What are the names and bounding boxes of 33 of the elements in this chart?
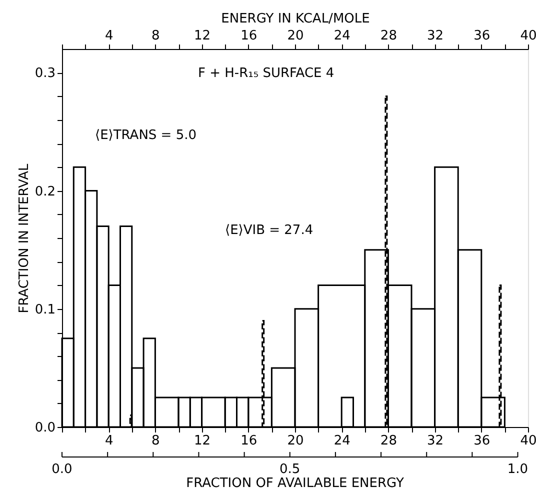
- x-tick-label: 36: [474, 434, 490, 448]
- text: F + H-R₁₅ SURFACE 4: [198, 66, 334, 81]
- x2-tick-label: 32: [427, 28, 444, 44]
- x-tick-label: 4: [104, 434, 114, 448]
- y-tick-label: 0.2: [34, 184, 56, 200]
- text: 1.0: [507, 462, 528, 477]
- x2-tick-label: 16: [240, 28, 258, 44]
- x-tick-label: 20: [287, 434, 304, 448]
- x2-tick-label: 12: [194, 28, 211, 44]
- text: 0.5: [280, 462, 300, 477]
- text: 0.0: [52, 462, 72, 477]
- y-tick-label: 0.3: [34, 66, 56, 82]
- x2-tick-label: 20: [287, 28, 304, 44]
- x-axis-title: FRACTION OF AVAILABLE ENERGY: [186, 476, 404, 488]
- y-tick-label: 0.1: [34, 302, 56, 318]
- x-tick-label: 8: [152, 434, 160, 448]
- x-tick-label: 28: [380, 434, 397, 448]
- x2-tick-label: 28: [380, 28, 397, 44]
- x2-tick-label: 4: [104, 28, 114, 44]
- x-tick-label: 24: [334, 434, 350, 448]
- x-tick-label: 16: [240, 434, 258, 448]
- x2-tick-label: 24: [334, 28, 350, 44]
- annotation: ⟨E⟩VIB = 27.4: [225, 223, 314, 238]
- x-tick-label: 12: [194, 434, 211, 448]
- x2-tick-label: 8: [152, 28, 160, 44]
- annotation: ⟨E⟩TRANS = 5.0: [95, 128, 197, 143]
- x2-axis-title: ENERGY IN KCAL/MOLE: [221, 12, 370, 26]
- x2-tick-label: 36: [474, 28, 490, 44]
- x2-tick-label: 40: [520, 28, 536, 44]
- x-tick-label: 40: [520, 434, 536, 448]
- y-tick-label: 0.0: [34, 420, 56, 436]
- y-axis-title: FRACTION IN INTERVAL: [16, 162, 32, 314]
- x-tick-label: 32: [427, 434, 444, 448]
